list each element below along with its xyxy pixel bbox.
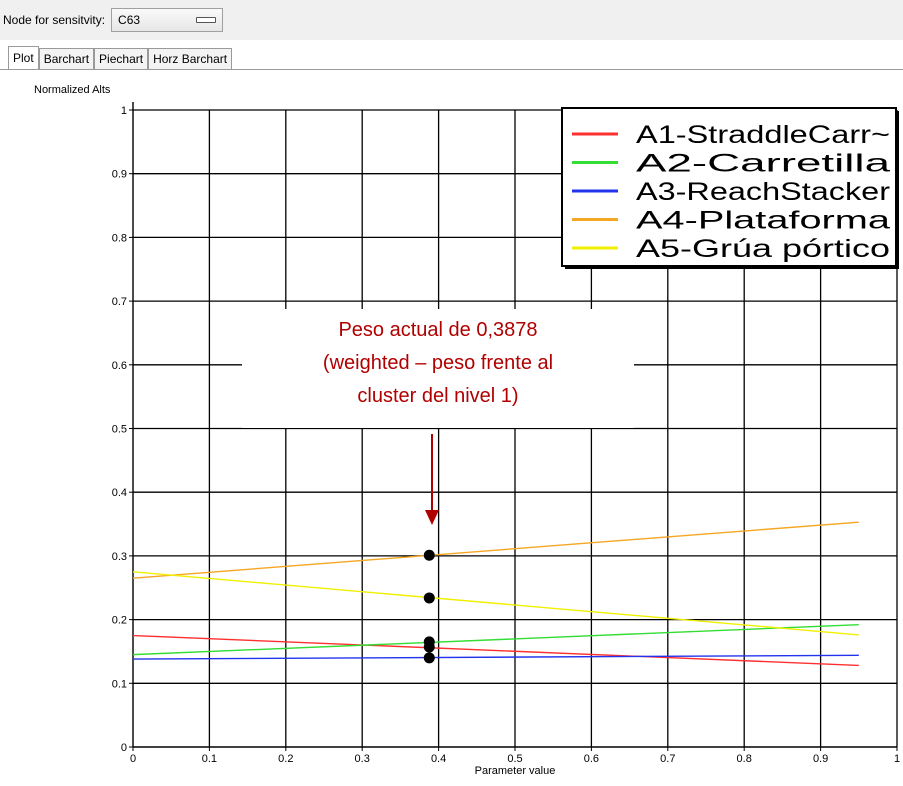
x-tick-label: 0.3 (355, 753, 370, 765)
y-tick-label: 0.6 (112, 360, 127, 372)
x-tick-label: 0.7 (660, 753, 675, 765)
tab-piechart[interactable]: Piechart (94, 48, 149, 70)
x-tick-label: 0.1 (202, 753, 217, 765)
dropdown-handle-icon[interactable] (196, 17, 217, 23)
legend-label-a5: A5-Grúa pórtico (636, 235, 890, 263)
plot-panel: 0 0.1 0.2 0.3 0.4 0.5 0.6 0.7 0.8 0.9 1 0 0.1 0.2 0.3 0… (0, 69, 903, 786)
current-point-a3[interactable] (423, 652, 435, 664)
y-tick-label: 0.8 (112, 232, 127, 244)
series-line-a2 (132, 623, 859, 656)
legend-label-a1: A1-StraddleCarr~ (636, 121, 890, 149)
legend-label-a3: A3-ReachStacker (636, 178, 890, 206)
y-tick-label: 0.5 (112, 424, 127, 436)
y-tick-label: 0.3 (112, 551, 127, 563)
series-line-a3 (132, 654, 859, 660)
current-point-a2[interactable] (423, 636, 435, 648)
node-label: Node for sensitvity: (3, 13, 106, 27)
legend-label-a2: A2-Carretilla (636, 150, 890, 178)
x-tick-label: 0.8 (737, 753, 752, 765)
tab-horz-barchart[interactable]: Horz Barchart (148, 48, 233, 70)
tab-bar: Plot Barchart Piechart Horz Barchart (8, 46, 233, 70)
y-tick-label: 0.7 (112, 296, 127, 308)
current-point-a5[interactable] (423, 592, 435, 604)
x-tick-label: 0.9 (813, 753, 828, 765)
annotation-box (242, 309, 634, 428)
y-tick-label: 1 (121, 105, 127, 117)
y-tick-label: 0.1 (112, 678, 127, 690)
series-line-a1 (132, 634, 859, 667)
x-tick-label: 0.5 (507, 753, 522, 765)
x-axis-title: Parameter value (475, 765, 556, 777)
x-tick-label: 0.4 (431, 753, 446, 765)
x-tick-label: 0.6 (584, 753, 599, 765)
x-tick-label: 0.2 (278, 753, 293, 765)
series-line-a4 (132, 521, 859, 579)
sensitivity-plot: 0 0.1 0.2 0.3 0.4 0.5 0.6 0.7 0.8 0.9 1 0 0.1 0.2 0.3 0… (34, 84, 900, 777)
annotation-text-line: cluster del nivel 1) (357, 385, 518, 407)
legend-label-a4: A4-Plataforma (636, 207, 890, 235)
tab-plot[interactable]: Plot (8, 46, 39, 70)
tab-barchart[interactable]: Barchart (38, 48, 95, 70)
node-select-value: C63 (118, 13, 141, 27)
node-select[interactable]: C63 (111, 8, 224, 32)
y-axis-title: Normalized Alts (34, 84, 111, 96)
annotation-text-line: Peso actual de 0,3878 (338, 319, 537, 341)
x-tick-label: 1 (894, 753, 900, 765)
series-line-a5 (132, 571, 859, 636)
y-tick-label: 0.2 (112, 615, 127, 627)
x-tick-label: 0 (130, 753, 136, 765)
y-tick-label: 0.4 (112, 487, 127, 499)
current-point-a4[interactable] (423, 549, 435, 561)
y-tick-label: 0.9 (112, 169, 127, 181)
toolbar: Node for sensitvity: C63 (0, 0, 903, 40)
annotation-arrow-head (425, 510, 439, 525)
annotation-text-line: (weighted – peso frente al (323, 352, 553, 374)
y-tick-label: 0 (121, 742, 127, 754)
